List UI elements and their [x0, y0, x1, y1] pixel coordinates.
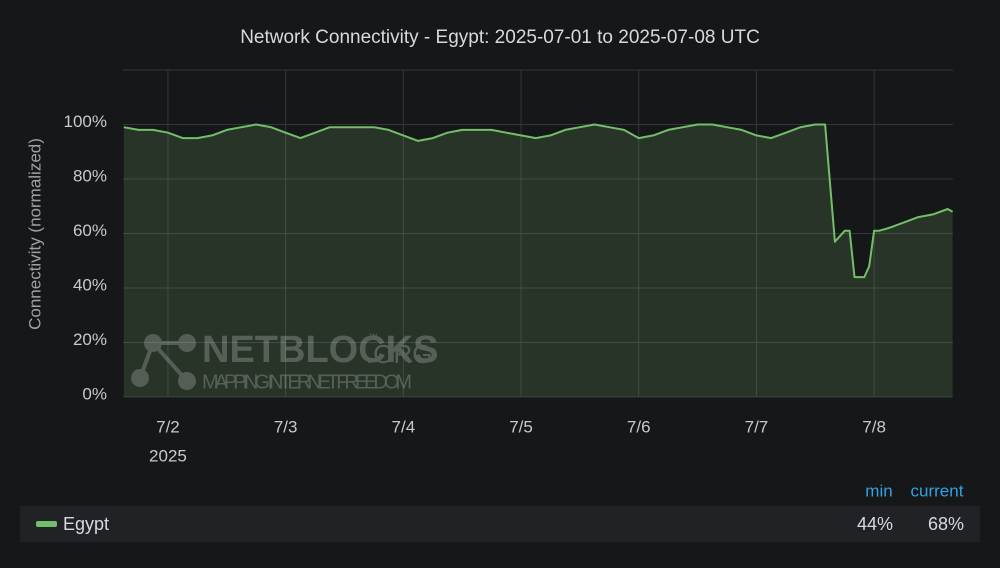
watermark: NETBLOCKS ™ .ORG MAPPING INTERNET FREEDO…	[131, 329, 438, 393]
x-tick-sublabel: 2025	[149, 446, 187, 465]
y-axis-label: Connectivity (normalized)	[25, 138, 44, 330]
plot-area: 0% 20% 40% 60% 80% 100% 7/2 2025 7/3 7/4 7/5 7/6 7/7…	[64, 69, 954, 465]
x-tick-label: 7/6	[627, 417, 651, 436]
legend-label: Egypt	[63, 514, 109, 534]
series-area	[123, 124, 953, 397]
y-tick-label: 100%	[64, 112, 107, 131]
logo-lines	[138, 341, 189, 383]
legend-column-header: current	[911, 481, 964, 500]
x-tick-label: 7/4	[392, 417, 416, 436]
x-tick-label: 7/8	[862, 417, 886, 436]
legend-min: 44%	[857, 514, 893, 534]
legend-current: 68%	[928, 514, 964, 534]
watermark-name: NETBLOCKS	[202, 329, 438, 371]
logo-dots	[131, 334, 196, 390]
watermark-tagline: MAPPING INTERNET FREEDOM	[202, 371, 412, 393]
chart-title: Network Connectivity - Egypt: 2025-07-01…	[240, 27, 760, 48]
series-line	[123, 123, 954, 279]
legend-column-header: min	[865, 481, 892, 500]
x-tick-label: 7/7	[745, 417, 769, 436]
watermark-tm: ™	[368, 333, 378, 344]
legend-swatch	[36, 521, 57, 527]
x-tick-label: 7/2	[156, 417, 180, 436]
x-tick-label: 7/5	[509, 417, 533, 436]
watermark-suffix: .ORG	[366, 339, 432, 369]
y-tick-label: 20%	[73, 330, 107, 349]
y-tick-label: 60%	[73, 221, 107, 240]
y-tick-label: 40%	[73, 275, 107, 294]
legend-row	[20, 506, 980, 542]
x-tick-label: 7/3	[274, 417, 298, 436]
y-tick-label: 80%	[73, 166, 107, 185]
y-tick-label: 0%	[82, 384, 107, 403]
